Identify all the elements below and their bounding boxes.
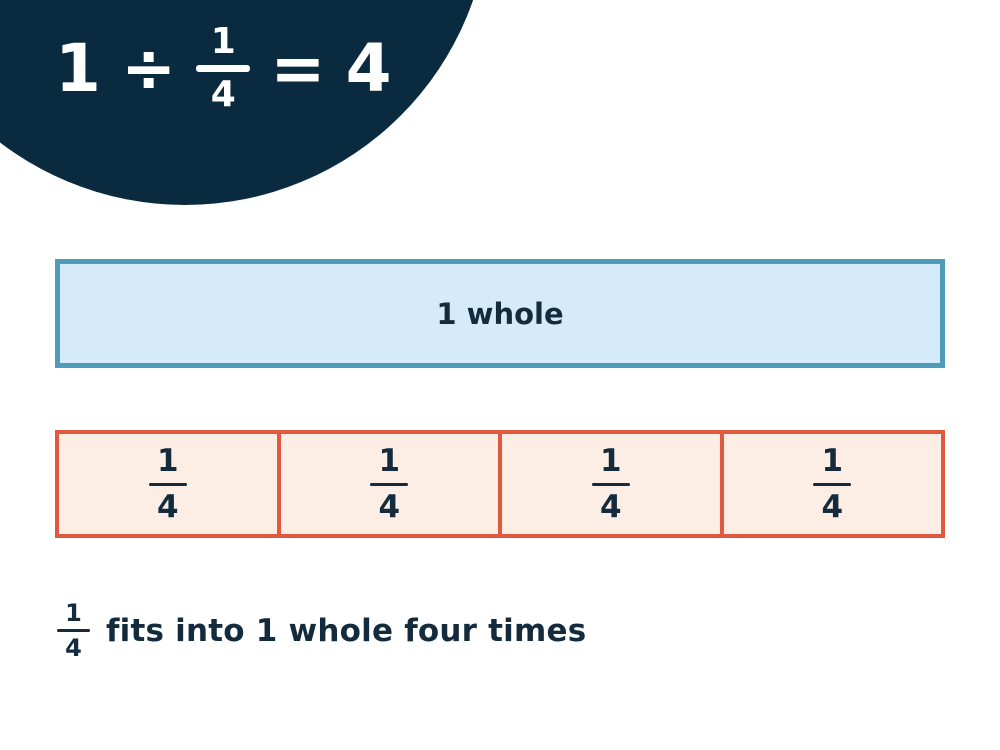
caption-fraction-numerator: 1	[65, 599, 82, 627]
quarter-cell: 1 4	[276, 434, 499, 534]
equation-dividend: 1	[55, 29, 101, 107]
quarter-cell: 1 4	[59, 434, 277, 534]
division-equation: 1 ÷ 1 4 = 4	[55, 24, 392, 113]
equation-divisor-fraction: 1 4	[196, 21, 251, 115]
quarter-fraction-numerator: 1	[821, 442, 844, 479]
quarter-fraction-denominator: 4	[821, 488, 844, 525]
equals-sign: =	[270, 29, 326, 107]
whole-bar-label: 1 whole	[436, 296, 564, 331]
equation-result: 4	[345, 29, 392, 107]
quarter-fraction: 1 4	[591, 442, 630, 525]
quarter-bar: 1 4 1 4 1 4 1 4	[55, 430, 945, 538]
caption: 1 4 fits into 1 whole four times	[57, 601, 586, 660]
caption-text: fits into 1 whole four times	[106, 612, 587, 649]
quarter-cell: 1 4	[719, 434, 942, 534]
quarter-fraction-bar	[813, 482, 852, 486]
quarter-fraction-denominator: 4	[599, 488, 622, 525]
quarter-fraction-bar	[148, 482, 187, 486]
equation-fraction-bar	[196, 65, 251, 72]
quarter-fraction-bar	[591, 482, 630, 486]
caption-fraction-denominator: 4	[65, 634, 82, 662]
caption-fraction-bar	[57, 629, 90, 632]
quarter-fraction: 1 4	[813, 442, 852, 525]
quarter-fraction-numerator: 1	[378, 442, 401, 479]
quarter-fraction-numerator: 1	[599, 442, 622, 479]
quarter-fraction-bar	[370, 482, 409, 486]
quarter-fraction-denominator: 4	[156, 488, 179, 525]
caption-fraction: 1 4	[57, 601, 90, 660]
quarter-cell: 1 4	[498, 434, 720, 534]
quarter-fraction: 1 4	[370, 442, 409, 525]
whole-bar: 1 whole	[55, 259, 945, 368]
equation-fraction-denominator: 4	[210, 74, 236, 115]
quarter-fraction-denominator: 4	[378, 488, 401, 525]
divide-sign-icon: ÷	[120, 29, 177, 107]
quarter-fraction-numerator: 1	[156, 442, 179, 479]
quarter-fraction: 1 4	[148, 442, 187, 525]
equation-fraction-numerator: 1	[210, 21, 236, 62]
